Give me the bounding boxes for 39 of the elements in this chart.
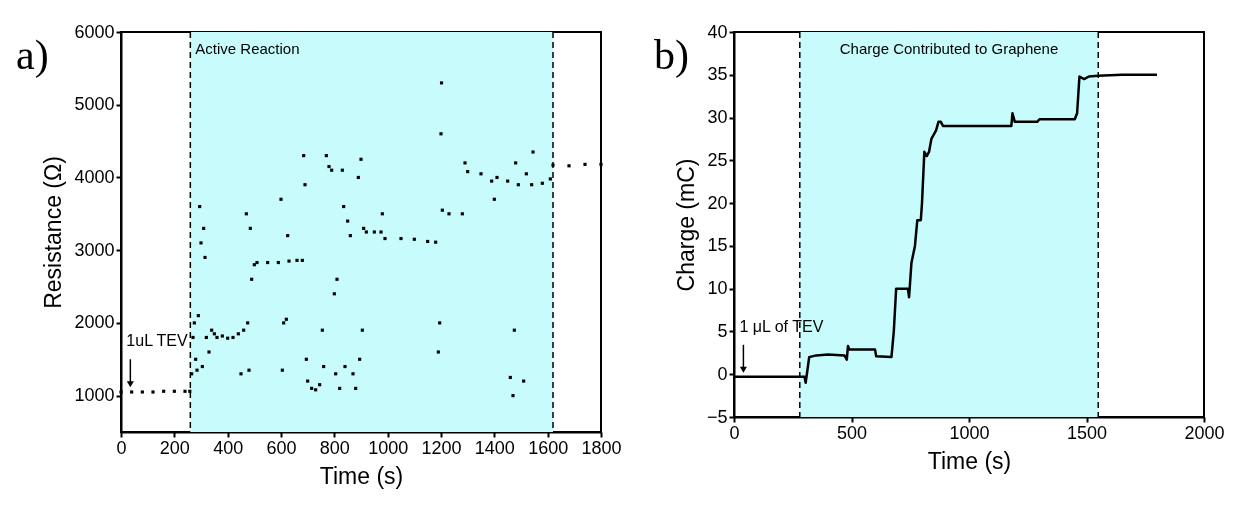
chart-title: b) — [654, 32, 689, 79]
x-tick-label: 1400 — [474, 437, 515, 458]
band-label: Charge Contributed to Graphene — [839, 40, 1059, 57]
band-label: Active Reaction — [195, 40, 300, 57]
annotation: 1 μL of TEV — [739, 317, 824, 335]
y-tick-label: 4000 — [74, 166, 115, 187]
y-tick-label: 25 — [707, 149, 728, 170]
x-tick-label: 500 — [836, 422, 868, 443]
y-tick-label: 10 — [707, 278, 728, 299]
y-tick-label: 3000 — [74, 239, 115, 260]
y-axis-title: Charge (mC) — [672, 158, 699, 292]
x-tick-label: 600 — [266, 437, 297, 458]
x-tick-label: 1200 — [421, 437, 462, 458]
y-tick-label: 35 — [707, 64, 728, 85]
y-tick-label: 20 — [707, 192, 728, 213]
annotation: 1uL TEV — [126, 332, 189, 350]
x-tick-label: 1800 — [581, 437, 622, 458]
y-tick-label: 30 — [707, 107, 728, 128]
y-tick-label: 1000 — [74, 385, 115, 406]
x-tick-label: 1500 — [1066, 422, 1108, 443]
x-tick-label: 2000 — [1184, 422, 1225, 443]
x-tick-label: 1000 — [949, 422, 990, 443]
y-axis-title: Resistance (Ω) — [40, 156, 67, 309]
y-tick-label: 5000 — [74, 94, 115, 115]
chart-title: a) — [16, 32, 49, 79]
x-tick-label: 400 — [213, 437, 244, 458]
x-axis-title: Time (s) — [319, 462, 404, 489]
y-tick-label: 15 — [707, 235, 728, 256]
x-axis-title: Time (s) — [927, 447, 1012, 474]
x-tick-label: 1000 — [368, 437, 409, 458]
y-tick-label: 2000 — [74, 312, 115, 333]
y-tick-label: 40 — [707, 21, 728, 42]
x-tick-label: 200 — [159, 437, 190, 458]
x-tick-label: 800 — [319, 437, 350, 458]
x-tick-label: 1600 — [528, 437, 569, 458]
y-tick-label: −5 — [706, 406, 728, 427]
y-tick-label: 6000 — [74, 21, 115, 42]
y-tick-label: 5 — [717, 320, 728, 341]
y-tick-label: 0 — [717, 363, 728, 384]
